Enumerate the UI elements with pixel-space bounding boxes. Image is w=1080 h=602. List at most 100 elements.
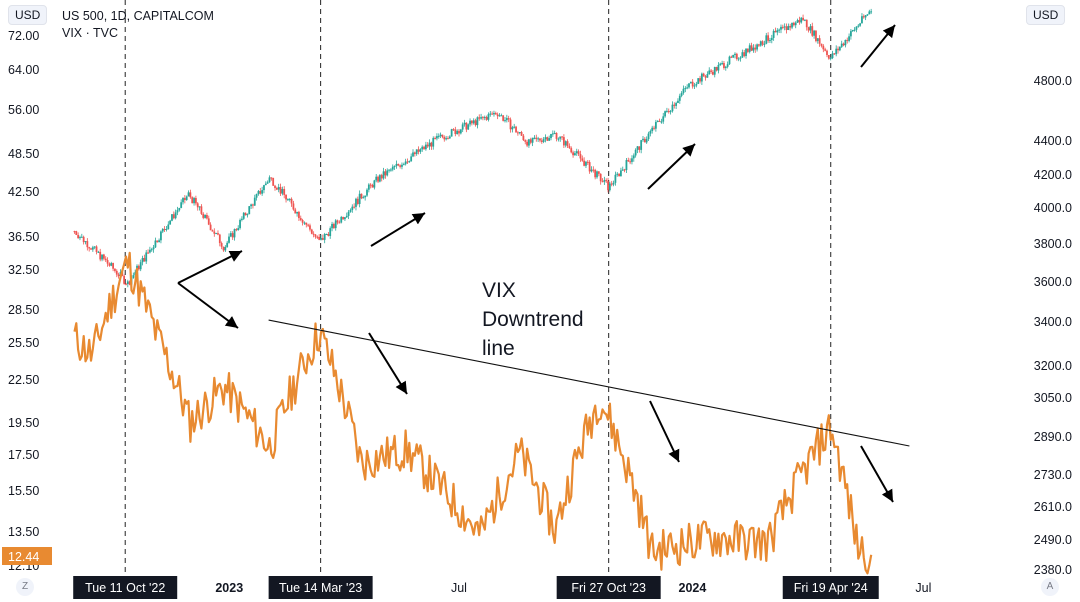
annotation-line: line (482, 337, 515, 360)
sp500-candle (544, 137, 547, 140)
sp500-candle (840, 43, 843, 47)
sp500-candle (456, 130, 459, 135)
sp500-candle (638, 146, 641, 150)
sp500-candle (770, 37, 773, 41)
sp500-candle (610, 183, 613, 185)
sp500-candle (741, 52, 744, 58)
sp500-candle (550, 134, 552, 139)
sp500-candle (437, 135, 440, 137)
sp500-candle (555, 132, 558, 139)
sp500-candle (452, 129, 455, 131)
sp500-candle (340, 216, 343, 223)
sp500-candle (631, 158, 633, 162)
sp500-candle (279, 187, 282, 194)
sp500-candle (261, 190, 264, 194)
sp500-candle (463, 122, 466, 125)
sp500-candle (237, 228, 240, 231)
sp500-candle (735, 53, 738, 59)
left-currency-badge[interactable]: USD (8, 5, 48, 25)
sp500-candle (640, 140, 643, 150)
sp500-candle (461, 124, 464, 130)
sp500-candle (574, 153, 576, 156)
sp500-candle (290, 198, 293, 204)
sp500-candle (667, 110, 670, 113)
sp500-candle (660, 121, 663, 123)
sp500-candle (218, 234, 221, 244)
sp500-candle (382, 171, 385, 179)
sp500-candle (209, 224, 212, 231)
sp500-candle (217, 233, 219, 235)
sp500-candle (675, 102, 678, 106)
sp500-candle (413, 152, 416, 155)
sp500-candle (851, 30, 854, 32)
sp500-candle (599, 173, 602, 182)
sp500-candle (224, 246, 227, 251)
sp500-candle (818, 38, 821, 44)
sp500-candle (496, 114, 499, 117)
sp500-candle (250, 204, 252, 207)
sp500-candle (139, 262, 142, 270)
sp500-candle (391, 166, 394, 170)
sp500-candle (526, 141, 528, 146)
sp500-candle (643, 138, 646, 143)
sp500-candle (332, 223, 335, 229)
sp500-candle (866, 14, 869, 16)
sp500-candle (244, 212, 247, 216)
sp500-candle (424, 144, 427, 150)
sp500-candle (827, 55, 830, 59)
annotation-arrow (860, 445, 894, 503)
sp500-candle (680, 92, 683, 96)
left-tick-label: 56.00 (8, 103, 39, 117)
chart-legend: US 500, 1D, CAPITALCOM VIX · TVC (62, 8, 214, 42)
right-tick-label: 2490.0 (1034, 533, 1072, 547)
sp500-candle (642, 138, 644, 141)
sp500-candle (281, 189, 284, 194)
sp500-candle (820, 43, 823, 46)
date-marker-badge (73, 576, 178, 599)
zoom-toggle-button[interactable]: Z (16, 578, 34, 596)
sp500-candle (826, 50, 828, 56)
sp500-candle (579, 154, 582, 159)
sp500-candle (710, 70, 712, 72)
sp500-candle (342, 216, 344, 220)
sp500-candle (734, 53, 736, 55)
sp500-candle (126, 281, 129, 285)
sp500-candle (765, 35, 768, 44)
sp500-candle (369, 184, 372, 186)
sp500-candle (691, 81, 694, 87)
sp500-candle (750, 45, 753, 51)
sp500-candle (117, 274, 120, 277)
sp500-candle (693, 85, 696, 87)
sp500-candle (618, 173, 620, 177)
sp500-candle (336, 220, 339, 223)
sp500-candle (115, 270, 118, 275)
right-tick-label: 3400.0 (1034, 315, 1072, 329)
sp500-candle (603, 180, 606, 182)
annotation-arrow (177, 282, 239, 329)
sp500-candle (748, 45, 751, 52)
sp500-candle (857, 25, 860, 27)
sp500-candle (620, 170, 622, 177)
sp500-candle (274, 185, 276, 189)
sp500-candle (804, 19, 806, 21)
sp500-candle (283, 189, 286, 195)
date-marker-badge (782, 576, 879, 599)
sp500-candle (809, 26, 812, 31)
sp500-candle (776, 30, 779, 33)
sp500-candle (636, 146, 639, 150)
sp500-candle (835, 48, 838, 55)
vix-series-path (73, 251, 873, 575)
auto-scale-button[interactable]: A (1041, 578, 1059, 596)
sp500-candle (253, 197, 256, 206)
sp500-candle (345, 215, 348, 218)
left-tick-label: 32.50 (8, 263, 39, 277)
sp500-candle (726, 64, 729, 67)
right-currency-badge[interactable]: USD (1026, 5, 1066, 25)
sp500-candle (292, 203, 295, 210)
sp500-candle (344, 217, 346, 220)
sp500-candle (318, 236, 321, 240)
sp500-candle (467, 124, 470, 130)
sp500-candle (321, 238, 324, 240)
vix-current-label: 12.44 (8, 550, 39, 564)
